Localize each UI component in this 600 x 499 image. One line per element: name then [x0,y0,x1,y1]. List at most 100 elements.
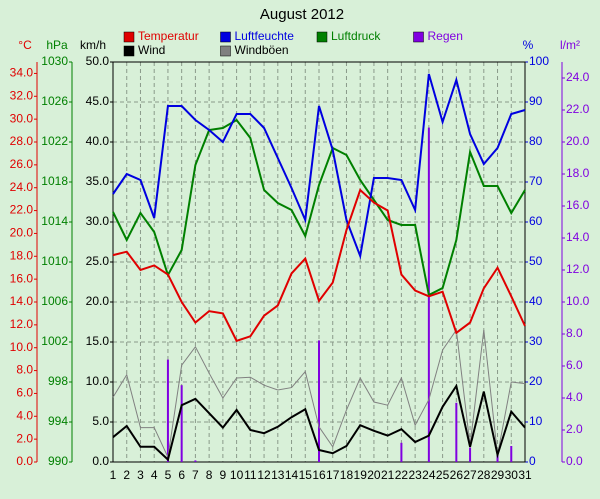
y-tick-label: 14.0 [10,294,34,308]
legend-swatch [413,31,424,43]
x-tick-label: 20 [367,468,381,482]
legend-label: Wind [138,43,165,57]
y-tick-label: 24.0 [566,70,590,84]
y-tick-label: 100 [529,54,549,68]
y-tick-label: 1022 [41,134,68,148]
legend-swatch [220,45,231,57]
y-tick-label: 990 [48,454,68,468]
x-tick-label: 14 [285,468,299,482]
x-tick-label: 8 [206,468,213,482]
y-tick-label: 20 [529,374,543,388]
y-tick-label: 1030 [41,54,68,68]
x-tick-label: 6 [178,468,185,482]
x-tick-label: 5 [165,468,172,482]
line [112,118,526,297]
y-tick-label: 50 [529,254,543,268]
line [112,188,526,343]
y-tick-label: 2.0 [16,431,33,445]
legend-label: Regen [428,29,463,43]
y-tick-label: 25.0 [86,254,110,268]
chart-title: August 2012 [260,6,344,23]
x-tick-label: 24 [422,468,436,482]
y-tick-label: 0 [529,454,536,468]
y-tick-label: 4.0 [16,408,33,422]
x-tick-label: 11 [244,468,257,482]
legend-label: Temperatur [138,29,199,43]
y-tick-label: 20.0 [10,226,34,240]
y-tick-label: 16.0 [566,198,590,212]
y-tick-label: 0.0 [566,454,583,468]
x-tick-label: 7 [192,468,199,482]
y-tick-label: 1026 [41,94,68,108]
legend-label: Luftdruck [331,29,381,43]
legend-label: Luftfeuchte [235,29,295,43]
y-tick-label: 90 [529,94,543,108]
bar [510,446,513,462]
y-tick-label: 30.0 [86,214,110,228]
y-tick-label: 8.0 [566,326,583,340]
y-tick-label: 35.0 [86,174,110,188]
y-tick-label: 10.0 [10,340,34,354]
y-tick-label: 0.0 [16,454,33,468]
bar [400,442,403,462]
axis-unit: hPa [46,38,68,52]
x-tick-label: 23 [408,468,422,482]
y-tick-label: 22.0 [10,203,34,217]
y-tick-label: 14.0 [566,230,590,244]
y-tick-label: 6.0 [16,386,33,400]
x-tick-label: 10 [230,468,244,482]
y-tick-label: 998 [48,374,68,388]
y-tick-label: 18.0 [566,166,590,180]
line [112,383,526,462]
x-tick-label: 30 [505,468,519,482]
legend-swatch [123,45,135,57]
x-tick-label: 21 [381,468,395,482]
y-tick-label: 40 [529,294,543,308]
x-tick-label: 18 [340,468,354,482]
y-tick-label: 80 [529,134,543,148]
y-tick-label: 0.0 [92,454,109,468]
x-tick-label: 13 [271,468,285,482]
y-tick-label: 18.0 [10,248,34,262]
bar [318,340,320,462]
legend-label: Windböen [235,43,289,57]
legend-swatch [220,31,231,43]
y-tick-label: 1018 [41,174,68,188]
y-tick-label: 4.0 [566,390,583,404]
y-tick-label: 50.0 [86,54,110,68]
y-tick-label: 32.0 [10,88,34,102]
x-tick-label: 3 [137,468,144,482]
y-tick-label: 20.0 [566,134,590,148]
x-tick-label: 1 [110,468,117,482]
x-tick-label: 31 [518,468,532,482]
y-tick-label: 70 [529,174,543,188]
x-tick-label: 22 [395,468,409,482]
y-tick-label: 28.0 [10,134,34,148]
y-tick-label: 30.0 [10,111,34,125]
line [112,73,526,260]
y-tick-label: 45.0 [86,94,110,108]
y-tick-label: 15.0 [86,334,110,348]
y-tick-label: 10.0 [566,294,590,308]
y-tick-label: 10 [529,414,543,428]
y-tick-label: 16.0 [10,271,34,285]
y-tick-label: 1010 [41,254,68,268]
y-tick-label: 26.0 [10,157,34,171]
x-tick-label: 29 [491,468,505,482]
axis-unit: °C [18,38,32,52]
bar [455,402,458,462]
y-tick-label: 40.0 [86,134,110,148]
y-tick-label: 994 [48,414,68,428]
x-tick-label: 25 [436,468,450,482]
x-tick-label: 9 [220,468,227,482]
legend-swatch [316,31,328,43]
y-tick-label: 5.0 [92,414,109,428]
x-tick-label: 16 [312,468,326,482]
y-tick-label: 24.0 [10,180,34,194]
y-tick-label: 30 [529,334,543,348]
bar [166,359,169,462]
axis-unit: % [523,38,534,52]
x-tick-label: 28 [477,468,491,482]
